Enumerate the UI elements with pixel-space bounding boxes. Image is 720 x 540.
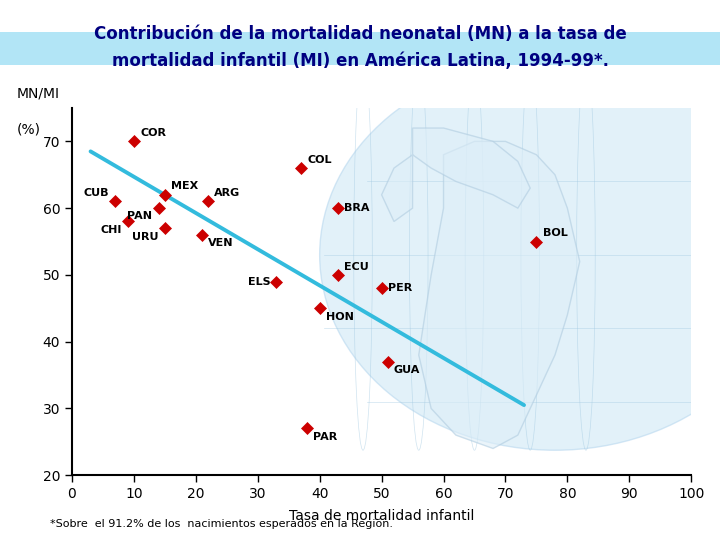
Text: MN/MI: MN/MI: [17, 86, 59, 100]
Text: GUA: GUA: [394, 365, 420, 375]
X-axis label: Tasa de mortalidad infantil: Tasa de mortalidad infantil: [289, 509, 474, 523]
Text: HON: HON: [326, 312, 354, 322]
Text: COL: COL: [307, 155, 332, 165]
Text: mortalidad infantil (MI) en América Latina, 1994-99*.: mortalidad infantil (MI) en América Lati…: [112, 52, 608, 70]
Text: ARG: ARG: [215, 188, 240, 198]
Ellipse shape: [320, 59, 720, 450]
Text: PAN: PAN: [127, 212, 153, 221]
Polygon shape: [419, 141, 580, 449]
Text: *Sobre  el 91.2% de los  nacimientos esperados en la Región.: *Sobre el 91.2% de los nacimientos esper…: [50, 519, 393, 529]
Text: COR: COR: [140, 128, 166, 138]
Text: Contribución de la mortalidad neonatal (MN) a la tasa de: Contribución de la mortalidad neonatal (…: [94, 25, 626, 43]
Text: CUB: CUB: [84, 188, 109, 198]
Text: PER: PER: [388, 284, 412, 293]
Text: ELS: ELS: [248, 276, 270, 287]
Text: ECU: ECU: [344, 261, 369, 272]
Text: PAR: PAR: [313, 432, 338, 442]
Text: BOL: BOL: [543, 228, 567, 238]
Text: MEX: MEX: [171, 181, 198, 192]
Polygon shape: [382, 128, 530, 221]
Text: URU: URU: [132, 232, 158, 241]
Text: VEN: VEN: [208, 238, 234, 248]
Text: CHI: CHI: [100, 225, 122, 235]
Text: BRA: BRA: [344, 203, 370, 213]
Text: (%): (%): [17, 123, 40, 137]
